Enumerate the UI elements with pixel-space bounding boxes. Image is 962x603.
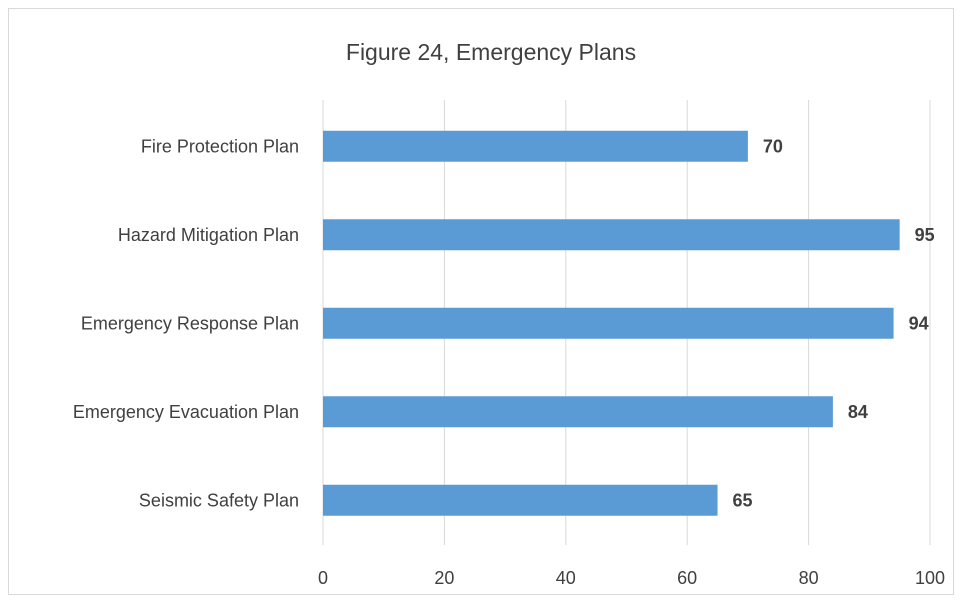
bar-5 [323,484,718,516]
bar-1 [323,130,748,162]
data-label-5: 65 [733,490,753,510]
x-tick-label-60: 60 [677,568,697,588]
chart-title: Figure 24, Emergency Plans [346,39,636,65]
category-label-3: Emergency Response Plan [81,313,299,333]
data-label-1: 70 [763,136,783,156]
x-tick-label-40: 40 [556,568,576,588]
bar-2 [323,219,900,251]
category-label-5: Seismic Safety Plan [139,490,299,510]
x-tick-label-80: 80 [799,568,819,588]
category-label-1: Fire Protection Plan [141,136,299,156]
bar-4 [323,396,833,428]
bars [323,130,900,516]
x-tick-label-100: 100 [915,568,945,588]
category-labels: Fire Protection Plan Hazard Mitigation Pl… [73,136,299,510]
x-axis-tick-labels: 0 20 40 60 80 100 [318,568,945,588]
data-label-3: 94 [909,313,929,333]
data-label-4: 84 [848,402,868,422]
category-label-2: Hazard Mitigation Plan [118,225,299,245]
bar-3 [323,307,894,339]
x-tick-label-0: 0 [318,568,328,588]
category-label-4: Emergency Evacuation Plan [73,402,299,422]
x-tick-label-20: 20 [434,568,454,588]
data-label-2: 95 [915,225,935,245]
data-labels: 70 95 94 84 65 [733,136,935,510]
